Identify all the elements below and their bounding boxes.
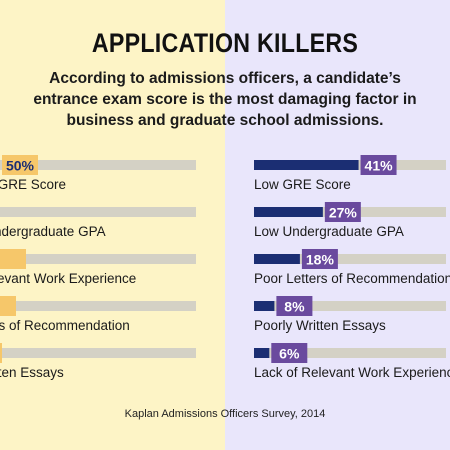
left-track-5 (0, 348, 196, 358)
right-bar-5 (254, 348, 270, 358)
right-category-label-1: Low GRE Score (254, 177, 351, 192)
right-value-label-2: 27% (329, 205, 358, 221)
right-category-label-2: Low Undergraduate GPA (254, 224, 404, 239)
left-value-badge-3 (0, 249, 26, 269)
right-category-label-5: Lack of Relevant Work Experience (254, 365, 450, 380)
left-value-badge-5 (0, 343, 2, 363)
left-track-3 (0, 254, 196, 264)
right-bar-2 (254, 207, 323, 217)
left-value-label-1: 50% (6, 158, 35, 174)
chart-title: APPLICATION KILLERS (91, 28, 359, 58)
right-value-badge-5 (271, 343, 308, 363)
right-value-badge-4 (276, 296, 313, 316)
chart-subtitle: According to admissions officers, a cand… (33, 70, 417, 129)
right-track-5 (254, 348, 446, 358)
right-value-label-5: 6% (279, 346, 300, 362)
left-track-1 (0, 160, 196, 170)
right-category-label-4: Poorly Written Essays (254, 318, 386, 333)
left-category-label-2: ndergraduate GPA (0, 224, 106, 239)
left-category-label-3: levant Work Experience (0, 271, 136, 286)
left-track-4 (0, 301, 196, 311)
left-panel-background (0, 0, 225, 450)
left-track-2 (0, 207, 196, 217)
source-note: Kaplan Admissions Officers Survey, 2014 (124, 408, 326, 420)
right-track-3 (254, 254, 446, 264)
right-category-label-3: Poor Letters of Recommendation (254, 271, 450, 286)
left-value-badge-1 (2, 155, 38, 175)
right-panel-background (225, 0, 450, 450)
right-value-label-1: 41% (365, 158, 394, 174)
right-value-badge-3 (301, 249, 338, 269)
left-value-badge-4 (0, 296, 16, 316)
right-value-badge-1 (360, 155, 397, 175)
right-track-4 (254, 301, 446, 311)
right-bar-3 (254, 254, 300, 264)
right-bar-1 (254, 160, 359, 170)
left-category-label-5: tten Essays (0, 365, 64, 380)
left-category-label-4: rs of Recommendation (0, 318, 130, 333)
right-panel-bars: 41% Low GRE Score 27% Low Undergraduate GPA… (254, 155, 450, 380)
right-value-badge-2 (324, 202, 361, 222)
right-value-label-3: 18% (306, 252, 335, 268)
right-value-label-4: 8% (284, 299, 305, 315)
left-category-label-1: /GRE Score (0, 177, 66, 192)
right-bar-4 (254, 301, 275, 311)
